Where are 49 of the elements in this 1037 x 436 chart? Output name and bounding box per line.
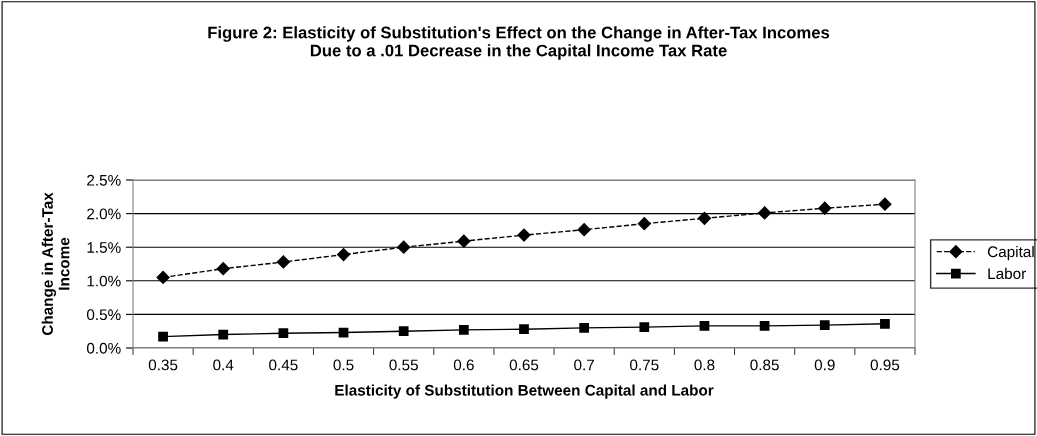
x-tick-label: 0.4: [213, 359, 234, 371]
point: [218, 329, 229, 340]
y-tick-label: 0.5%: [86, 309, 121, 321]
point: [158, 331, 168, 342]
point: [457, 234, 471, 248]
point: [278, 328, 289, 339]
x-tick-label: 0.9: [814, 359, 835, 371]
point: [336, 248, 351, 262]
x-tick-label: 0.5: [333, 359, 354, 371]
x-tick-label: 0.35: [148, 359, 178, 371]
chart-title: Figure 2: Elasticity of Substitution's Effect on the Change in After-Tax Incomes Due to a .01 Decrease in the Capital Income Tax Rate: [208, 26, 830, 60]
x-tick-label: 0.55: [389, 359, 418, 371]
point: [276, 255, 290, 269]
x-tick-label: 0.75: [630, 359, 659, 371]
point: [639, 322, 650, 333]
legend-label: Capital: [987, 245, 1034, 261]
x-tick-label: 0.45: [269, 359, 298, 371]
y-tick-label: 1.5%: [87, 242, 121, 253]
point: [517, 228, 531, 242]
point: [577, 223, 591, 237]
point: [579, 322, 590, 333]
point: [637, 217, 651, 231]
y-tick-label: 1.0%: [87, 275, 121, 287]
x-axis-title: Elasticity of Substitution Between Capital and Labor: [335, 384, 714, 399]
point: [397, 240, 411, 254]
point: [699, 320, 710, 331]
x-tick-label: 0.6: [453, 359, 474, 371]
x-tick-label: 0.7: [574, 359, 595, 371]
x-tick-label: 0.65: [509, 359, 539, 371]
x-tick-label: 0.95: [870, 359, 900, 371]
point: [216, 262, 230, 276]
x-tick-label: 0.85: [750, 359, 779, 371]
point: [398, 326, 409, 337]
point: [458, 324, 469, 335]
x-tick-label: 0.8: [694, 359, 715, 371]
point: [156, 270, 170, 285]
legend-label: Labor: [988, 267, 1026, 280]
point: [818, 201, 832, 215]
point: [758, 206, 772, 220]
point: [519, 324, 529, 335]
point: [697, 211, 712, 225]
point: [819, 320, 830, 331]
y-tick-label: 2.5%: [87, 174, 121, 186]
y-tick-label: 0.0%: [86, 342, 121, 354]
y-axis-title: Change in After-Tax Income: [41, 192, 70, 336]
point: [880, 318, 890, 329]
point: [878, 197, 892, 211]
point: [759, 320, 770, 331]
y-tick-label: 2.0%: [87, 208, 121, 220]
